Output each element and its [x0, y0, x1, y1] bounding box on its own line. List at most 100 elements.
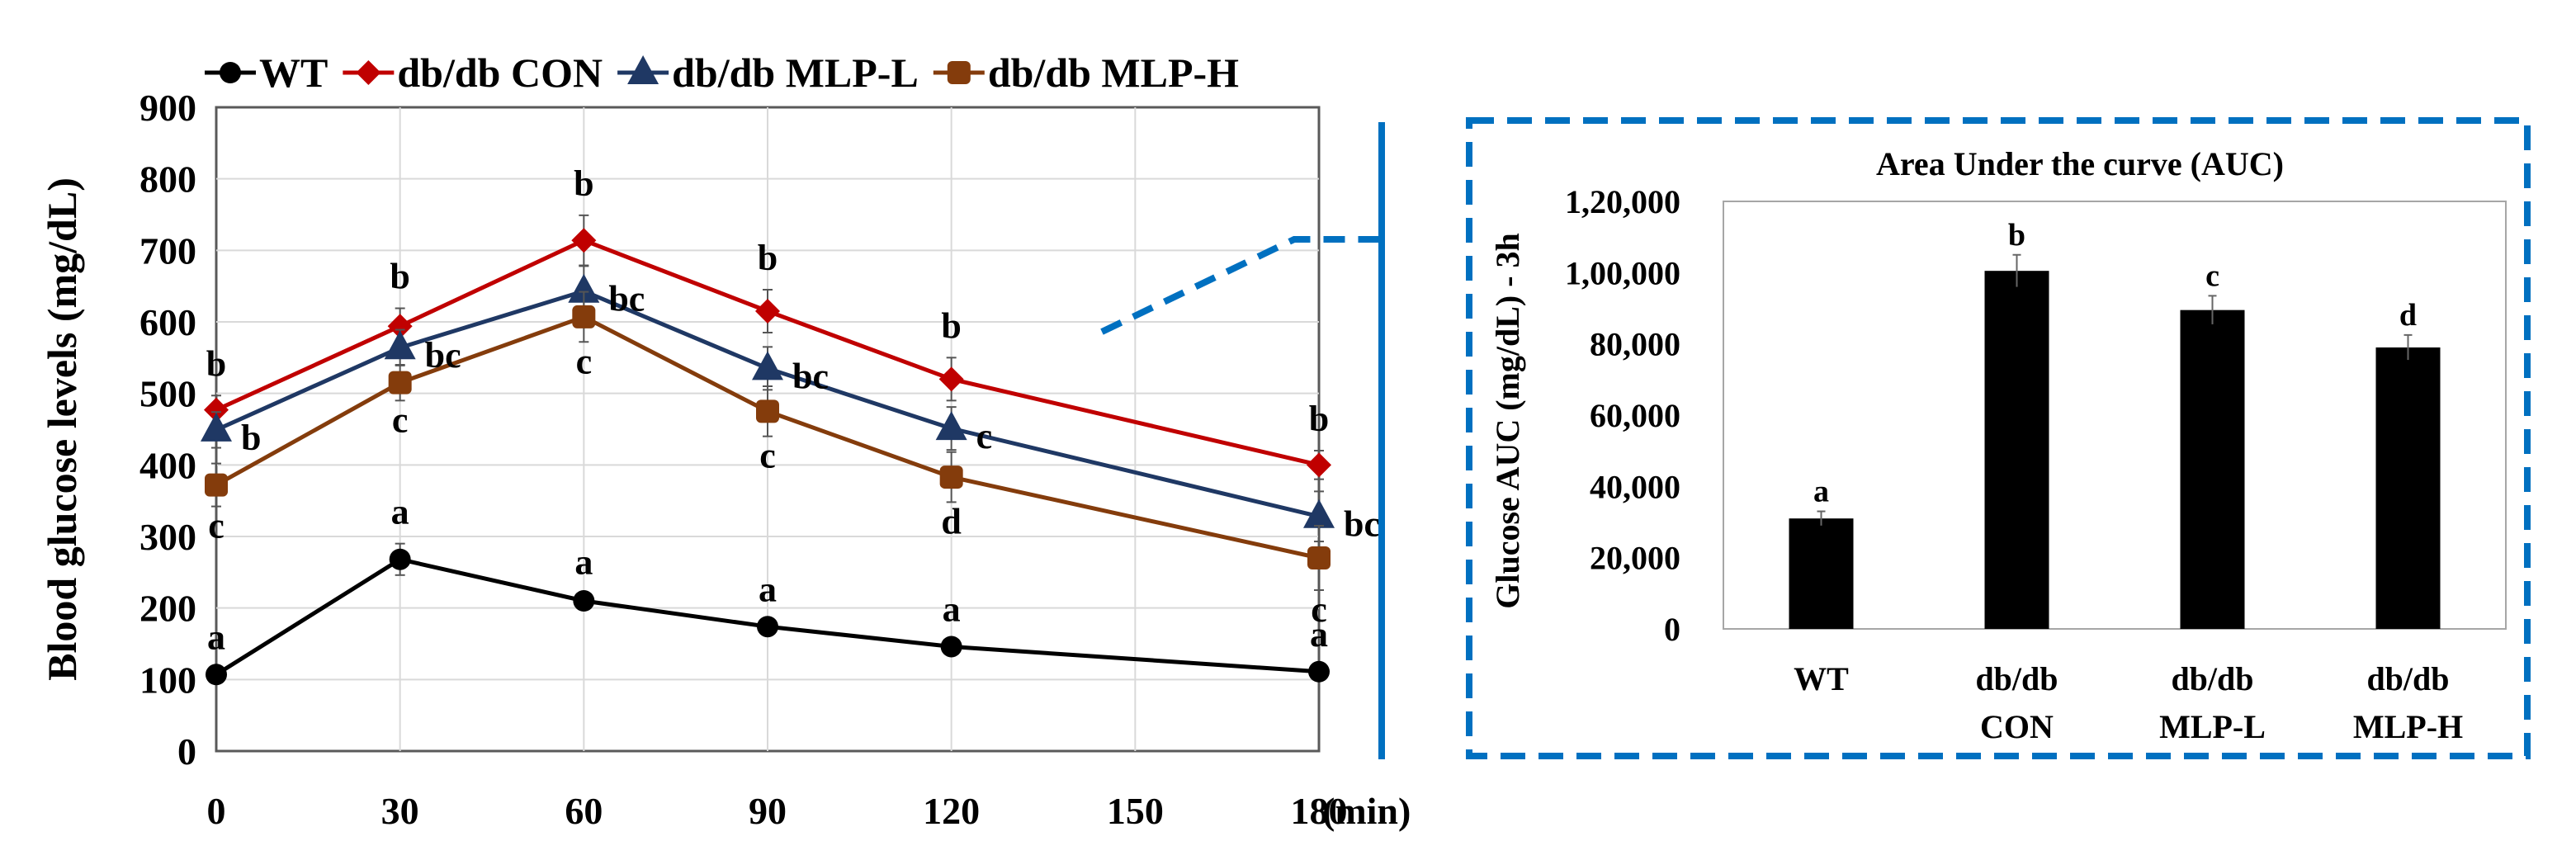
auc-significance-letter: c [2205, 258, 2219, 293]
line-point-marker [938, 366, 964, 392]
line-significance-letter: c [1311, 589, 1327, 630]
line-significance-letter: b [574, 163, 593, 204]
auc-bar [2375, 347, 2441, 629]
legend-label: db/db CON [397, 50, 603, 96]
line-significance-letter: b [758, 238, 778, 278]
legend-marker [220, 62, 241, 83]
line-y-tick-label: 600 [139, 301, 196, 343]
line-significance-letter: a [574, 541, 593, 582]
line-series-db-db-con [204, 214, 1331, 480]
legend-label: WT [259, 50, 328, 96]
line-significance-letter: c [976, 416, 993, 456]
line-x-tick-label: 150 [1107, 790, 1164, 832]
auc-category-label: db/db [2171, 660, 2253, 697]
auc-chart-title: Area Under the curve (AUC) [1876, 145, 2284, 182]
line-y-tick-label: 800 [139, 158, 196, 201]
auc-y-axis-label: Glucose AUC (mg/dL) - 3h [1489, 233, 1526, 609]
zoom-connector-line [1100, 236, 1382, 335]
line-point-marker [757, 616, 778, 638]
line-significance-letter: a [943, 589, 961, 630]
auc-y-tick-label: 60,000 [1590, 397, 1680, 434]
auc-category-label: MLP-L [2159, 708, 2266, 745]
line-significance-letter: b [390, 257, 409, 297]
line-point-marker [752, 351, 783, 380]
legend-marker [947, 61, 971, 84]
line-point-marker [755, 299, 780, 324]
line-significance-letter: c [208, 506, 225, 546]
auc-bar [1984, 271, 2049, 629]
auc-significance-letter: d [2399, 298, 2417, 333]
line-series-db-db-mlp-h [205, 291, 1331, 591]
line-y-axis-label: Blood glucose levels (mg/dL) [39, 177, 85, 681]
legend-entry: WT [205, 50, 328, 96]
line-point-marker [756, 399, 779, 423]
legend-entry: db/db CON [343, 50, 603, 96]
line-point-marker [387, 314, 413, 339]
auc-y-tick-label: 1,00,000 [1565, 254, 1680, 291]
line-y-tick-label: 300 [139, 516, 196, 558]
legend-marker [627, 55, 659, 84]
line-legend: WT db/db CON db/db MLP-L db/db MLP-H [205, 50, 1239, 96]
auc-y-ticks: 0 20,000 40,000 60,000 80,000 1,00,000 1,20,00… [1565, 183, 1680, 648]
line-series-wt [206, 542, 1330, 686]
line-significance-letter: bc [792, 356, 829, 396]
auc-category-labels: WT db/db CON db/db MLP-L db/db MLP-H [1794, 660, 2463, 745]
line-x-axis-label: (min) [1322, 790, 1411, 832]
line-y-tick-label: 500 [139, 373, 196, 415]
auc-y-tick-label: 80,000 [1590, 326, 1680, 363]
line-significance-letter: a [207, 617, 225, 657]
glucose-line-chart: 0 100 200 300 400 500 600 700 800 900 0 30 60 90 120 1… [39, 50, 1411, 832]
line-significance-letter: a [1310, 614, 1328, 654]
legend-entry: db/db MLP-L [617, 50, 919, 96]
auc-significance-letter: b [2008, 218, 2025, 253]
line-point-marker [1307, 452, 1331, 478]
line-x-tick-label: 30 [381, 790, 419, 832]
auc-bars: a b c d [1789, 218, 2441, 629]
line-point-marker [1308, 660, 1330, 683]
line-series-path [215, 238, 1320, 467]
auc-bar-chart: Area Under the curve (AUC) 0 20,000 40,000… [1466, 117, 2531, 759]
line-significance-letter: c [759, 436, 776, 476]
auc-y-tick-label: 0 [1664, 611, 1680, 648]
line-point-marker [568, 273, 600, 303]
line-point-marker [389, 548, 411, 570]
line-point-marker [206, 664, 227, 686]
line-point-marker [205, 473, 228, 497]
line-y-tick-label: 0 [177, 730, 196, 773]
line-significance-letter: bc [1344, 504, 1380, 545]
line-x-tick-label: 90 [749, 790, 787, 832]
line-significance-letter: a [759, 569, 777, 609]
auc-bar [2180, 310, 2245, 629]
line-x-ticks: 0 30 60 90 120 150 180 [207, 790, 1348, 832]
line-x-tick-label: 60 [565, 790, 603, 832]
line-significance-letter: c [576, 341, 593, 381]
line-point-marker [935, 411, 967, 441]
line-significance-letter: c [392, 399, 409, 440]
line-y-ticks: 0 100 200 300 400 500 600 700 800 900 [139, 87, 196, 773]
line-point-marker [1307, 546, 1331, 569]
line-series-path [215, 557, 1320, 677]
auc-category-label: WT [1794, 660, 1849, 697]
line-point-marker [1303, 499, 1335, 528]
line-x-tick-label: 0 [207, 790, 226, 832]
auc-y-tick-label: 40,000 [1590, 468, 1680, 505]
line-significance-letter: a [391, 492, 409, 532]
legend-entry: db/db MLP-H [933, 50, 1239, 96]
line-y-tick-label: 200 [139, 588, 196, 630]
line-point-marker [940, 636, 962, 658]
line-point-marker [204, 397, 229, 423]
legend-marker [356, 60, 381, 85]
line-significance-letter: b [1309, 399, 1329, 439]
line-point-marker [388, 371, 412, 395]
line-x-tick-label: 180 [1291, 790, 1348, 832]
line-x-tick-label: 120 [923, 790, 980, 832]
line-point-marker [573, 590, 595, 612]
line-significance-letter: b [206, 343, 226, 384]
line-point-marker [571, 228, 597, 253]
auc-category-label: MLP-H [2353, 708, 2463, 745]
legend-label: db/db MLP-L [672, 50, 919, 96]
auc-significance-letter: a [1813, 475, 1829, 509]
line-series-db-db-mlp-l [201, 265, 1335, 543]
